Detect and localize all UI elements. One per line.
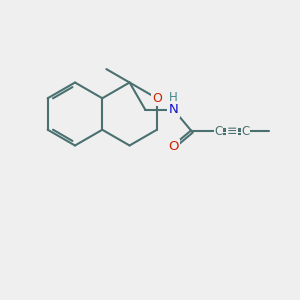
Text: N: N [169, 103, 178, 116]
Text: O: O [169, 140, 179, 153]
Text: C: C [241, 125, 250, 138]
Text: O: O [152, 92, 162, 105]
Text: ≡: ≡ [227, 125, 237, 138]
Text: C: C [214, 125, 223, 138]
Text: H: H [169, 91, 178, 104]
